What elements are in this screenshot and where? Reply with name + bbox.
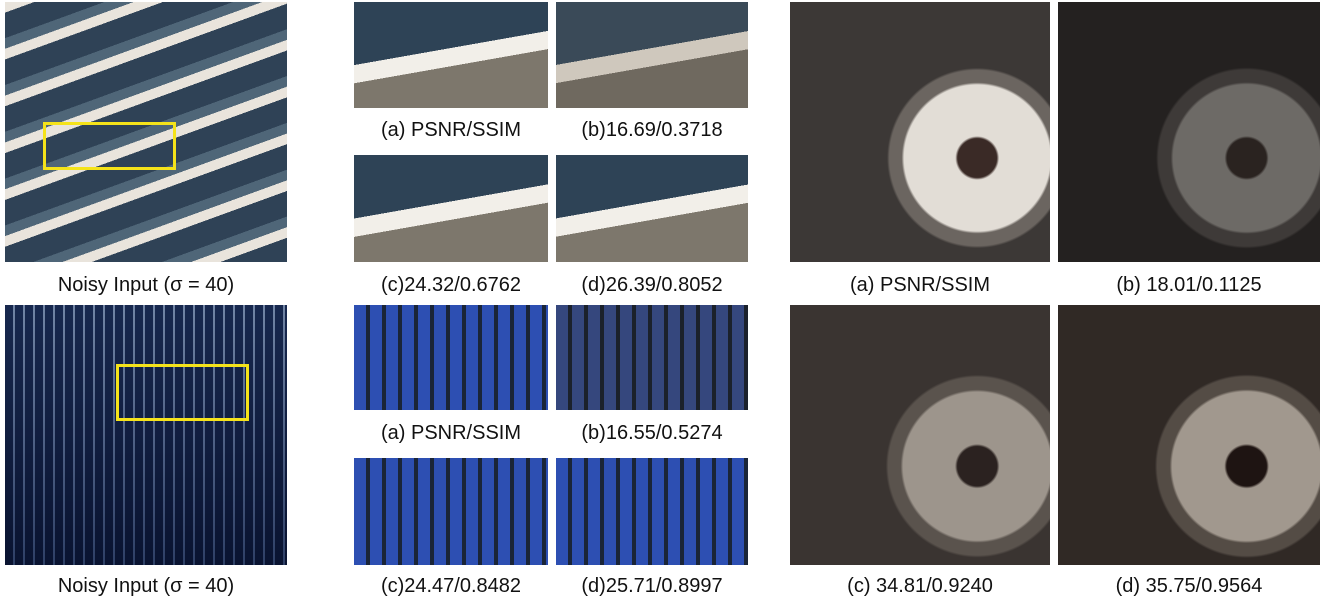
figure: Noisy Input (σ = 40) (a) PSNR/SSIM (b)16… [0,0,1322,598]
crop-image [556,2,748,108]
crop-image [354,305,548,410]
zoom-box [43,122,176,170]
result-image [790,2,1050,262]
caption: Noisy Input (σ = 40) [5,574,287,598]
caption: (a) PSNR/SSIM [354,421,548,445]
crop-image [354,155,548,262]
crop-image [556,458,748,565]
result-image [1058,305,1320,565]
result-image [1058,2,1320,262]
caption: (b)16.55/0.5274 [556,421,748,445]
caption: (c)24.47/0.8482 [354,574,548,598]
caption: (d) 35.75/0.9564 [1058,574,1320,598]
caption: (c)24.32/0.6762 [354,273,548,297]
caption: (c) 34.81/0.9240 [790,574,1050,598]
crop-image [354,2,548,108]
caption: (d)25.71/0.8997 [556,574,748,598]
crop-image [556,305,748,410]
caption: (b) 18.01/0.1125 [1058,273,1320,297]
crop-image [354,458,548,565]
noisy-input-image [5,305,287,565]
caption: (a) PSNR/SSIM [354,118,548,142]
zoom-box [116,364,249,421]
caption: (b)16.69/0.3718 [556,118,748,142]
caption: Noisy Input (σ = 40) [5,273,287,297]
result-image [790,305,1050,565]
caption: (d)26.39/0.8052 [556,273,748,297]
crop-image [556,155,748,262]
caption: (a) PSNR/SSIM [790,273,1050,297]
